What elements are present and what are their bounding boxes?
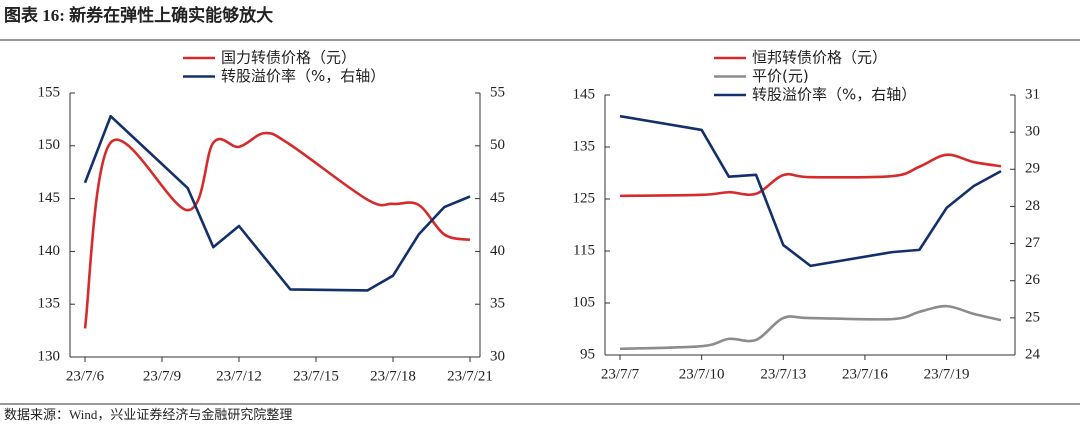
y-tick-label: 145 [38,190,61,206]
y2-tick-label: 26 [1025,272,1041,288]
x-tick-label: 23/7/16 [842,366,888,382]
legend-label: 恒邦转债价格（元） [752,49,887,67]
x-tick-label: 23/7/9 [143,368,181,384]
y2-tick-label: 45 [490,190,505,206]
y2-tick-label: 28 [1025,198,1040,214]
y-tick-label: 105 [573,294,596,310]
y-tick-label: 145 [573,86,596,102]
legend-label: 转股溢价率（%，右轴） [221,67,385,85]
y-tick-label: 155 [38,84,61,100]
x-tick-label: 23/7/7 [601,366,640,382]
y2-tick-label: 35 [490,296,505,312]
y2-tick-label: 30 [1025,124,1040,140]
x-tick-label: 23/7/10 [679,366,725,382]
source: 数据来源：Wind，兴业证券经济与金融研究院整理 [4,407,292,422]
y-tick-label: 150 [38,137,61,153]
x-tick-label: 23/7/6 [66,368,105,384]
y-tick-label: 135 [573,138,596,154]
x-tick-label: 23/7/21 [447,368,493,384]
y2-tick-label: 31 [1025,86,1040,102]
x-tick-label: 23/7/15 [293,368,339,384]
series-line [83,131,471,329]
y2-tick-label: 24 [1025,346,1041,362]
x-tick-label: 23/7/12 [216,368,262,384]
y2-tick-label: 55 [490,84,505,100]
y2-tick-label: 29 [1025,161,1040,177]
y-tick-label: 135 [38,296,61,312]
y-tick-label: 95 [580,346,595,362]
legend-label: 平价(元) [752,67,809,85]
y2-tick-label: 40 [490,243,505,259]
series-line [83,114,471,292]
legend-label: 转股溢价率（%，右轴） [752,86,916,104]
y-tick-label: 115 [573,242,595,258]
series-line [619,114,1002,268]
y2-tick-label: 27 [1025,235,1041,251]
x-tick-label: 23/7/18 [370,368,416,384]
series-line [619,304,1002,351]
y-tick-label: 125 [573,190,596,206]
legend-label: 国力转债价格（元） [221,49,356,67]
y-tick-label: 140 [38,243,61,259]
y2-tick-label: 30 [490,348,505,364]
page-title: 图表 16: 新券在弹性上确实能够放大 [4,5,273,25]
y2-tick-label: 50 [490,137,505,153]
y-tick-label: 130 [38,348,61,364]
x-tick-label: 23/7/13 [760,366,806,382]
series-line [619,153,1002,198]
x-tick-label: 23/7/19 [924,366,970,382]
y2-tick-label: 25 [1025,309,1040,325]
